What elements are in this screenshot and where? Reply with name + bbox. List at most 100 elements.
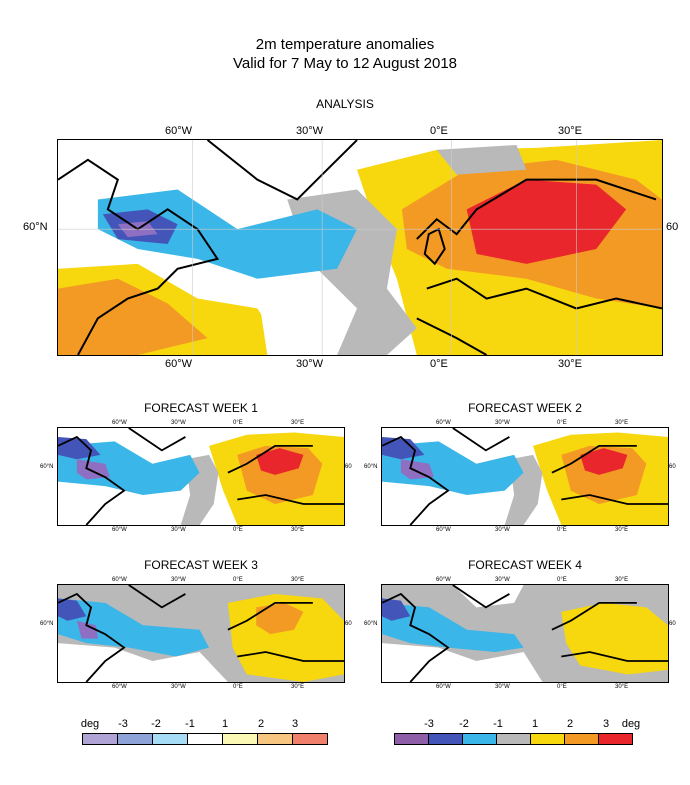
week3-lat-60n: 60°N bbox=[40, 621, 54, 627]
analysis-lon-0e-top: 0°E bbox=[430, 125, 448, 137]
week4-lon-30e-top: 30°E bbox=[615, 577, 629, 583]
legend-left-label-4: 1 bbox=[221, 718, 229, 730]
legend-left-swatch-2 bbox=[117, 733, 153, 745]
analysis-coast-greenland bbox=[206, 140, 358, 201]
legend-left-label-2: -2 bbox=[151, 718, 161, 730]
week2-lon-60w-bottom: 60°W bbox=[436, 527, 451, 533]
analysis-lon-30w-top: 30°W bbox=[296, 125, 324, 137]
legend-left-colorbar bbox=[82, 733, 328, 745]
week2-lon-30e-bottom: 30°E bbox=[615, 527, 629, 533]
week1-warm3 bbox=[256, 448, 304, 475]
week3-lon-0e-top: 0°E bbox=[233, 577, 243, 583]
week1-lon-60w-bottom: 60°W bbox=[112, 527, 127, 533]
legend-right-label-6: 3 bbox=[602, 718, 610, 730]
week4-map bbox=[381, 584, 669, 683]
legend-right-swatch-7 bbox=[598, 733, 633, 745]
week2-map bbox=[381, 427, 669, 526]
legend-left-swatch-3 bbox=[152, 733, 188, 745]
week3-cold3 bbox=[76, 620, 99, 639]
legend-left-label-5: 2 bbox=[257, 718, 265, 730]
analysis-lon-0e-bottom: 0°E bbox=[430, 358, 448, 370]
week4-lon-0e-top: 0°E bbox=[557, 577, 567, 583]
week1-lon-30e-top: 30°E bbox=[291, 420, 305, 426]
week3-white bbox=[58, 643, 228, 682]
week1-lon-30w-bottom: 30°W bbox=[171, 527, 186, 533]
legend-right-labels: -3 -2 -1 1 2 3 deg bbox=[390, 718, 670, 732]
week3-map-svg bbox=[58, 585, 344, 682]
legend-left-label-1: -3 bbox=[118, 718, 128, 730]
week2-lon-60w-top: 60°W bbox=[436, 420, 451, 426]
week2-coast bbox=[382, 428, 668, 525]
week2-lon-30e-top: 30°E bbox=[615, 420, 629, 426]
legend-left-swatch-4 bbox=[187, 733, 223, 745]
legend-left-label-6: 3 bbox=[291, 718, 299, 730]
legend-left-unit: deg bbox=[80, 718, 100, 730]
week4-lon-60w-bottom: 60°W bbox=[436, 684, 451, 690]
week3-lon-30w-bottom: 30°W bbox=[171, 684, 186, 690]
legend-right-swatch-1 bbox=[394, 733, 429, 745]
week1-coast bbox=[58, 428, 344, 525]
title-line-1: 2m temperature anomalies bbox=[255, 36, 435, 53]
week3-lon-0e-bottom: 0°E bbox=[233, 684, 243, 690]
legend-right-swatch-6 bbox=[564, 733, 599, 745]
week2-map-svg bbox=[382, 428, 668, 525]
week3-cold2 bbox=[58, 598, 87, 621]
week3-lon-60w-bottom: 60°W bbox=[112, 684, 127, 690]
week3-coast bbox=[58, 585, 344, 682]
legend-right-label-4: 1 bbox=[531, 718, 539, 730]
week1-map-svg bbox=[58, 428, 344, 525]
legend-right-swatch-3 bbox=[462, 733, 497, 745]
week4-lat-60n: 60°N bbox=[364, 621, 378, 627]
week4-lat-60-right: 60 bbox=[669, 621, 676, 627]
week4-lon-60w-top: 60°W bbox=[436, 577, 451, 583]
analysis-lon-60w-top: 60°W bbox=[165, 125, 193, 137]
week2-title: FORECAST WEEK 2 bbox=[468, 401, 582, 415]
week1-title: FORECAST WEEK 1 bbox=[144, 401, 258, 415]
week1-lat-60-right: 60 bbox=[345, 464, 352, 470]
week3-title: FORECAST WEEK 3 bbox=[144, 558, 258, 572]
week4-cold1 bbox=[382, 602, 524, 653]
legend-left-swatch-5 bbox=[222, 733, 258, 745]
legend-right-unit: deg bbox=[621, 718, 641, 730]
week1-lon-30w-top: 30°W bbox=[171, 420, 186, 426]
week4-cold2 bbox=[382, 598, 411, 621]
week4-lon-30w-bottom: 30°W bbox=[495, 684, 510, 690]
legend-left-swatch-6 bbox=[257, 733, 293, 745]
analysis-lat-60-right: 60 bbox=[666, 221, 679, 233]
legend-right-swatch-2 bbox=[428, 733, 463, 745]
week1-lat-60n: 60°N bbox=[40, 464, 54, 470]
legend-left-label-3: -1 bbox=[185, 718, 195, 730]
week3-lon-30e-top: 30°E bbox=[291, 577, 305, 583]
analysis-lon-30e-top: 30°E bbox=[558, 125, 582, 137]
week3-lon-60w-top: 60°W bbox=[112, 577, 127, 583]
week4-lon-30e-bottom: 30°E bbox=[615, 684, 629, 690]
week1-lon-0e-top: 0°E bbox=[233, 420, 243, 426]
analysis-graticule bbox=[58, 140, 662, 355]
analysis-lon-30w-bottom: 30°W bbox=[296, 358, 324, 370]
week4-white bbox=[382, 643, 543, 682]
week3-map bbox=[57, 584, 345, 683]
week1-lon-0e-bottom: 0°E bbox=[233, 527, 243, 533]
analysis-coast-europe bbox=[416, 178, 662, 355]
week4-warm1 bbox=[561, 602, 668, 675]
legend-right-colorbar bbox=[394, 733, 633, 745]
week2-lon-30w-bottom: 30°W bbox=[495, 527, 510, 533]
analysis-neutral-north bbox=[436, 144, 527, 175]
analysis-lat-60n: 60°N bbox=[23, 221, 48, 233]
week4-lon-0e-bottom: 0°E bbox=[557, 684, 567, 690]
week1-lon-60w-top: 60°W bbox=[112, 420, 127, 426]
legend-right-label-3: -1 bbox=[493, 718, 503, 730]
week4-map-svg bbox=[382, 585, 668, 682]
title-line-2: Valid for 7 May to 12 August 2018 bbox=[232, 55, 458, 72]
week3-warm2 bbox=[256, 602, 304, 635]
week1-map bbox=[57, 427, 345, 526]
week3-lon-30w-top: 30°W bbox=[171, 577, 186, 583]
week2-lon-0e-bottom: 0°E bbox=[557, 527, 567, 533]
analysis-lon-60w-bottom: 60°W bbox=[165, 358, 193, 370]
analysis-title: ANALYSIS bbox=[316, 97, 374, 111]
week2-lon-0e-top: 0°E bbox=[557, 420, 567, 426]
legend-left-swatch-7 bbox=[292, 733, 328, 745]
analysis-warm2-america bbox=[58, 278, 208, 355]
week2-lat-60-right: 60 bbox=[669, 464, 676, 470]
week2-warm3 bbox=[580, 448, 628, 475]
